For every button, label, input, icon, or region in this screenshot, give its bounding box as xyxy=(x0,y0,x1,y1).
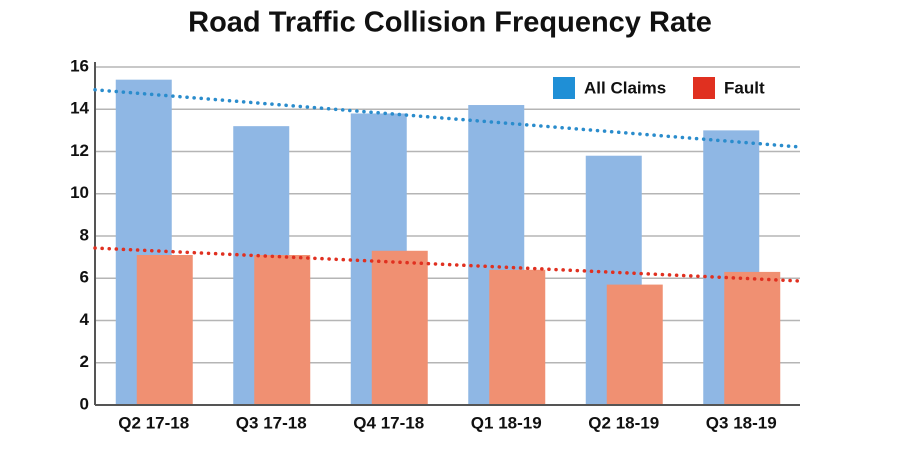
y-tick-label: 14 xyxy=(70,99,89,118)
y-tick-label: 10 xyxy=(70,183,89,202)
x-tick-label: Q1 18-19 xyxy=(471,413,542,432)
x-tick-label: Q3 17-18 xyxy=(236,413,307,432)
x-tick-label: Q2 17-18 xyxy=(118,413,189,432)
legend-swatch xyxy=(553,77,575,99)
x-tick-label: Q2 18-19 xyxy=(588,413,659,432)
legend-label: Fault xyxy=(724,78,765,97)
y-tick-label: 2 xyxy=(80,352,89,371)
y-tick-label: 0 xyxy=(80,394,89,413)
y-tick-label: 8 xyxy=(80,225,89,244)
chart-title: Road Traffic Collision Frequency Rate xyxy=(188,7,712,39)
x-tick-label: Q3 18-19 xyxy=(706,413,777,432)
y-tick-label: 12 xyxy=(70,141,89,160)
trend-line xyxy=(93,246,802,283)
bar xyxy=(606,284,663,405)
y-tick-label: 4 xyxy=(80,310,90,329)
bar xyxy=(489,269,546,405)
bar xyxy=(254,255,311,405)
y-tick-label: 6 xyxy=(80,268,89,287)
bar xyxy=(724,271,781,405)
legend-label: All Claims xyxy=(584,78,666,97)
bar xyxy=(371,250,428,405)
legend-swatch xyxy=(693,77,715,99)
trend-line xyxy=(93,88,802,149)
y-tick-label: 16 xyxy=(70,56,89,75)
bar xyxy=(136,255,193,405)
x-tick-label: Q4 17-18 xyxy=(353,413,424,432)
